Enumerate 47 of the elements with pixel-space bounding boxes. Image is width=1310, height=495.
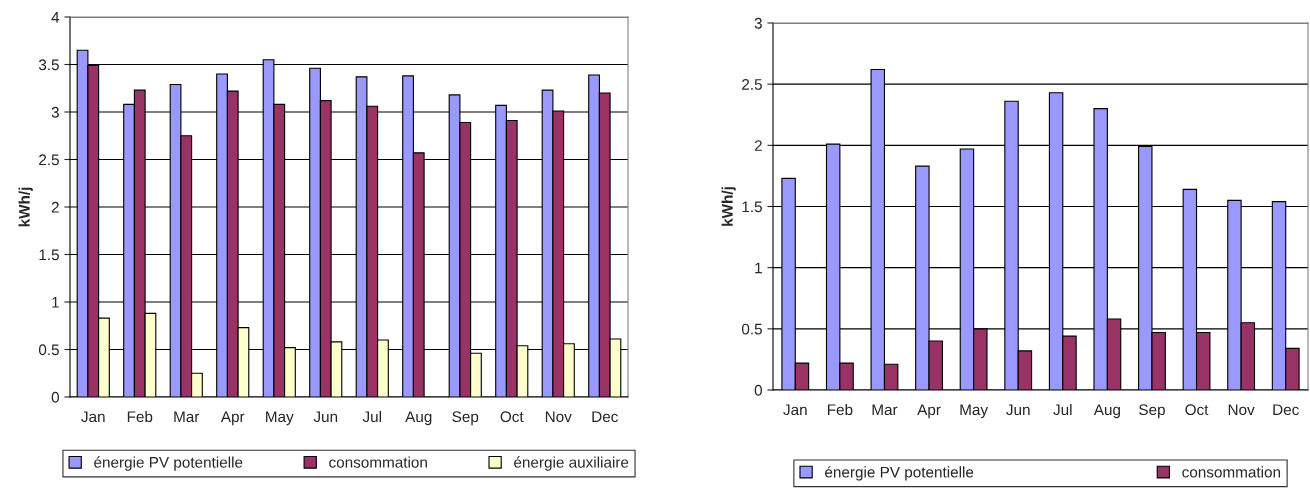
x-tick-label: May [266,411,294,426]
y-tick-label: 1.5 [39,249,59,261]
x-tick-label: Mar [872,404,898,416]
x-tick-label: Jun [1006,404,1030,416]
legend-label: énergie auxiliaire [514,456,629,471]
x-tick-label: Jul [362,410,381,423]
y-tick-label: 0.5 [38,344,59,356]
x-tick-label: Sep [452,411,479,426]
legend-label: consommation [1182,466,1281,478]
x-tick-label: Jul [1053,403,1072,416]
x-tick-label: Aug [405,411,432,426]
y-tick-label: 3 [754,17,762,29]
x-tick-label: Sep [1139,404,1165,419]
y-axis-title: kWh/j [721,187,736,226]
x-tick-label: Jan [81,411,105,423]
legend-label: énergie PV potentielle [825,466,974,481]
y-tick-label: 0 [754,384,762,396]
x-tick-label: Apr [220,411,245,426]
x-tick-label: Oct [500,411,524,423]
x-tick-label: Dec [1273,404,1299,416]
legend-label: énergie PV potentielle [94,456,243,471]
x-tick-label: Oct [1185,404,1209,416]
x-tick-label: Aug [1093,404,1120,419]
x-tick-label: Apr [917,404,941,419]
x-tick-label: Feb [127,410,153,423]
y-tick-label: 0 [51,391,59,403]
x-tick-label: Jun [313,411,338,423]
y-tick-label: 2.5 [742,79,762,90]
y-tick-label: 1 [755,262,762,274]
x-tick-label: Jan [783,404,807,416]
y-tick-label: 1 [52,297,59,308]
x-tick-label: Feb [827,403,853,416]
legend-label: consommation [329,456,427,468]
x-tick-label: Nov [545,411,572,423]
y-tick-label: 2 [51,201,59,213]
x-tick-label: May [960,404,989,419]
x-tick-label: Mar [174,411,200,423]
y-tick-label: 2.5 [39,154,59,166]
y-tick-label: 1.5 [742,201,762,213]
x-tick-label: Nov [1228,404,1255,416]
y-tick-label: 4 [51,12,60,23]
y-tick-label: 3.5 [38,59,59,71]
x-tick-label: Dec [592,411,618,423]
y-tick-label: 3 [51,106,59,118]
y-tick-label: 2 [754,140,762,151]
y-axis-title: kWh/j [18,187,33,227]
y-tick-label: 0.5 [741,323,762,335]
